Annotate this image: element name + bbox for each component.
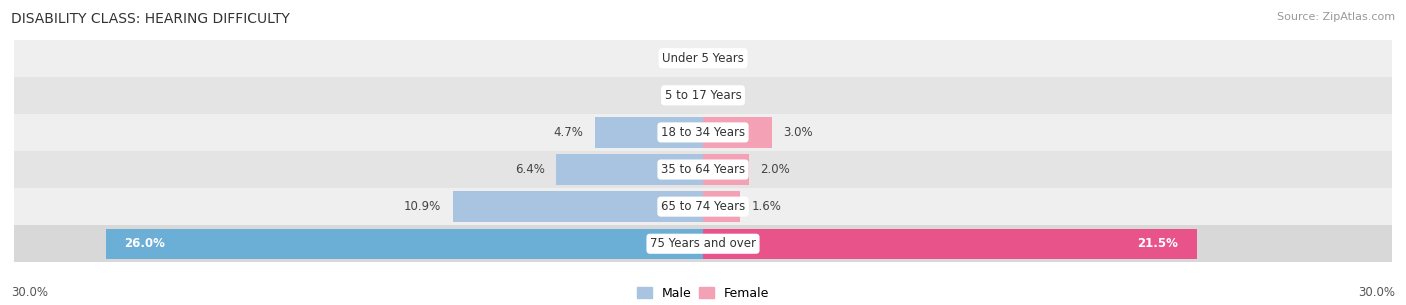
Text: 21.5%: 21.5% bbox=[1137, 237, 1178, 250]
Bar bbox=[703, 192, 740, 222]
Text: 35 to 64 Years: 35 to 64 Years bbox=[661, 163, 745, 176]
Bar bbox=[595, 117, 703, 148]
Text: 0.0%: 0.0% bbox=[714, 52, 744, 65]
Bar bbox=[703, 117, 772, 148]
Bar bbox=[703, 228, 1197, 259]
Text: 0.0%: 0.0% bbox=[662, 52, 692, 65]
Text: 30.0%: 30.0% bbox=[1358, 286, 1395, 299]
Text: 30.0%: 30.0% bbox=[11, 286, 48, 299]
Bar bbox=[14, 188, 1392, 225]
Text: 4.7%: 4.7% bbox=[554, 126, 583, 139]
Legend: Male, Female: Male, Female bbox=[631, 282, 775, 305]
Bar bbox=[14, 114, 1392, 151]
Text: 5 to 17 Years: 5 to 17 Years bbox=[665, 89, 741, 102]
Text: 10.9%: 10.9% bbox=[404, 200, 441, 213]
Text: 1.6%: 1.6% bbox=[751, 200, 782, 213]
Text: 3.0%: 3.0% bbox=[783, 126, 813, 139]
Text: 6.4%: 6.4% bbox=[515, 163, 544, 176]
Text: 0.0%: 0.0% bbox=[714, 89, 744, 102]
Bar bbox=[14, 40, 1392, 77]
Bar bbox=[453, 192, 703, 222]
Bar bbox=[14, 225, 1392, 262]
Text: 0.0%: 0.0% bbox=[662, 89, 692, 102]
Text: 2.0%: 2.0% bbox=[761, 163, 790, 176]
Text: 75 Years and over: 75 Years and over bbox=[650, 237, 756, 250]
Text: Source: ZipAtlas.com: Source: ZipAtlas.com bbox=[1277, 12, 1395, 22]
Bar bbox=[14, 151, 1392, 188]
Bar bbox=[14, 77, 1392, 114]
Text: Under 5 Years: Under 5 Years bbox=[662, 52, 744, 65]
Bar bbox=[555, 154, 703, 185]
Text: 65 to 74 Years: 65 to 74 Years bbox=[661, 200, 745, 213]
Bar bbox=[703, 154, 749, 185]
Text: 26.0%: 26.0% bbox=[124, 237, 165, 250]
Text: DISABILITY CLASS: HEARING DIFFICULTY: DISABILITY CLASS: HEARING DIFFICULTY bbox=[11, 12, 290, 26]
Text: 18 to 34 Years: 18 to 34 Years bbox=[661, 126, 745, 139]
Bar bbox=[105, 228, 703, 259]
